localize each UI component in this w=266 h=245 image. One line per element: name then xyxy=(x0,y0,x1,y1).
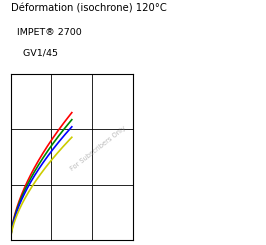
Text: IMPET® 2700: IMPET® 2700 xyxy=(11,28,81,37)
Text: GV1/45: GV1/45 xyxy=(11,49,58,58)
Text: Déformation (isochrone) 120°C: Déformation (isochrone) 120°C xyxy=(11,4,167,14)
Text: For Subscribers Only: For Subscribers Only xyxy=(70,125,128,172)
